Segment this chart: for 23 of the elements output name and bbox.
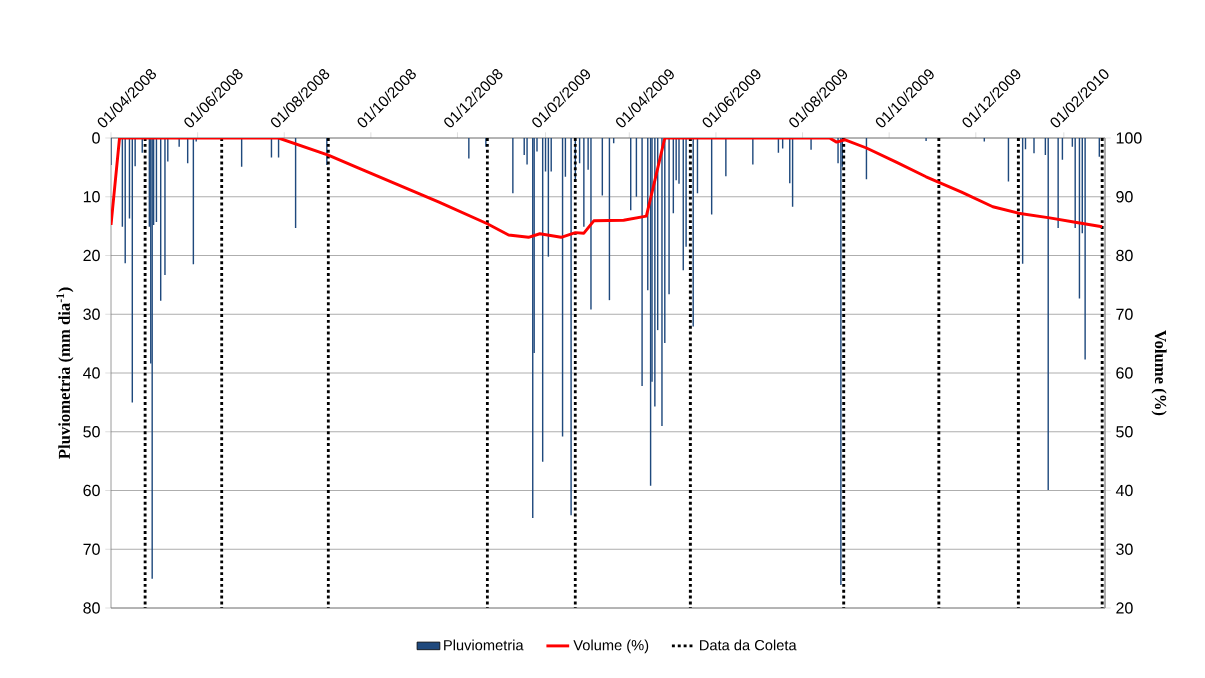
- legend-label: Pluviometria: [444, 639, 524, 651]
- y-tick-label: 40: [83, 367, 100, 379]
- legend-label: Data da Coleta: [700, 639, 797, 651]
- y-tick-label: 0: [92, 132, 100, 144]
- y-tick-label: 70: [83, 543, 100, 555]
- legend-label: Volume (%): [573, 639, 649, 654]
- y2-tick-label: 50: [1116, 426, 1133, 438]
- y-tick-label: 50: [83, 426, 100, 438]
- y-tick-label: 60: [83, 484, 100, 497]
- y2-tick-label: 20: [1116, 602, 1133, 614]
- y2-tick-label: 60: [1116, 367, 1133, 379]
- y2-tick-label: 70: [1116, 308, 1133, 320]
- y-tick-label: 80: [83, 602, 100, 614]
- y2-axis-title: Volume (%): [1151, 330, 1167, 416]
- y-tick-label: 30: [83, 308, 100, 320]
- y2-tick-label: 90: [1116, 191, 1133, 203]
- y2-tick-label: 30: [1116, 543, 1133, 555]
- y2-tick-label: 40: [1115, 484, 1133, 497]
- y-tick-label: 20: [83, 249, 100, 262]
- y-axis-title: Pluviometria (mm dia$^{-1}$): [56, 287, 74, 459]
- y-tick-label: 10: [83, 191, 100, 203]
- y2-tick-label: 100: [1116, 132, 1142, 144]
- y2-tick-label: 80: [1116, 249, 1133, 262]
